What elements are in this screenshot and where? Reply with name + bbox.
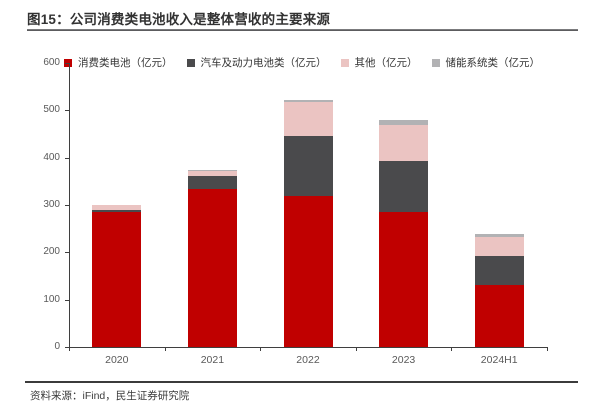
x-axis-category-label: 2023: [391, 354, 416, 366]
bar-segment-2022-series2: [283, 102, 333, 136]
bar-segment-2024H1-series2: [474, 236, 524, 256]
x-axis-tick: [451, 347, 453, 351]
y-axis-tick-label: 300: [43, 199, 60, 210]
bar-segment-2021-series3: [187, 169, 237, 171]
bar-segment-2020-series2: [92, 205, 142, 210]
bar-segment-2020-series0: [92, 212, 142, 347]
bar-segment-2024H1-series3: [474, 233, 524, 237]
bar-segment-2022-series0: [283, 196, 333, 347]
legend-label: 消费类电池（亿元）: [78, 57, 173, 69]
bar-segment-2023-series1: [379, 160, 429, 213]
bar-segment-2023-series3: [379, 120, 429, 126]
bar-segment-2023-series0: [379, 212, 429, 347]
legend-label: 储能系统类（亿元）: [445, 57, 541, 69]
x-axis-category-label: 2020: [105, 354, 129, 366]
legend-item-1: 汽车及动力电池类（亿元）: [186, 55, 327, 70]
legend-swatch-icon: [64, 58, 72, 67]
legend-label: 其他（亿元）: [354, 57, 418, 69]
legend-swatch-icon: [431, 58, 440, 67]
bar-segment-2020-series1: [92, 209, 142, 213]
x-axis-tick: [547, 347, 548, 351]
x-axis-tick: [69, 347, 70, 351]
y-axis-tick: [65, 110, 69, 112]
y-axis-tick-label: 600: [43, 57, 60, 68]
bar-segment-2021-series2: [187, 170, 237, 177]
x-axis-tick: [260, 347, 262, 351]
legend-swatch-icon: [340, 58, 349, 67]
bar-segment-2022-series1: [283, 135, 333, 197]
legend-item-2: 其他（亿元）: [340, 55, 418, 70]
x-axis-tick: [164, 347, 166, 351]
bar-segment-2022-series3: [283, 99, 333, 103]
footer-rule: [25, 381, 578, 383]
y-axis-tick-label: 500: [43, 104, 60, 116]
bar-segment-2021-series1: [187, 176, 237, 189]
y-axis-tick: [65, 299, 69, 301]
y-axis-tick: [65, 157, 69, 159]
chart-legend: 消费类电池（亿元） 汽车及动力电池类（亿元） 其他（亿元） 储能系统类（亿元）: [64, 55, 540, 70]
legend-item-0: 消费类电池（亿元）: [64, 55, 173, 70]
y-axis-tick-label: 0: [54, 341, 60, 352]
y-axis-tick: [65, 63, 69, 64]
title-underline: [27, 29, 578, 31]
legend-item-3: 储能系统类（亿元）: [431, 55, 541, 70]
bar-segment-2023-series2: [379, 125, 429, 161]
x-axis-category-label: 2022: [296, 354, 320, 366]
y-axis-tick: [65, 347, 69, 348]
x-axis-category-label: 2021: [200, 354, 225, 366]
y-axis-tick-label: 100: [43, 293, 60, 305]
x-axis-line: [69, 347, 548, 348]
y-axis-tick: [65, 205, 69, 206]
legend-swatch-icon: [186, 58, 195, 67]
y-axis-tick-label: 400: [43, 151, 60, 163]
x-axis-tick: [355, 347, 357, 351]
bar-segment-2021-series0: [187, 188, 237, 347]
bar-segment-2024H1-series0: [474, 284, 524, 347]
x-axis-category-label: 2024H1: [480, 354, 518, 366]
y-axis-line: [69, 63, 70, 347]
y-axis-tick-label: 200: [43, 246, 60, 258]
figure-title: 图15：公司消费类电池收入是整体营收的主要来源: [27, 12, 331, 27]
legend-label: 汽车及动力电池类（亿元）: [200, 57, 327, 69]
y-axis-tick: [65, 252, 69, 254]
source-note: 资料来源：iFind，民生证券研究院: [30, 390, 190, 402]
bar-segment-2024H1-series1: [474, 255, 524, 285]
revenue-stacked-bar-chart: 消费类电池（亿元） 汽车及动力电池类（亿元） 其他（亿元） 储能系统类（亿元） 0 10…: [0, 40, 602, 375]
